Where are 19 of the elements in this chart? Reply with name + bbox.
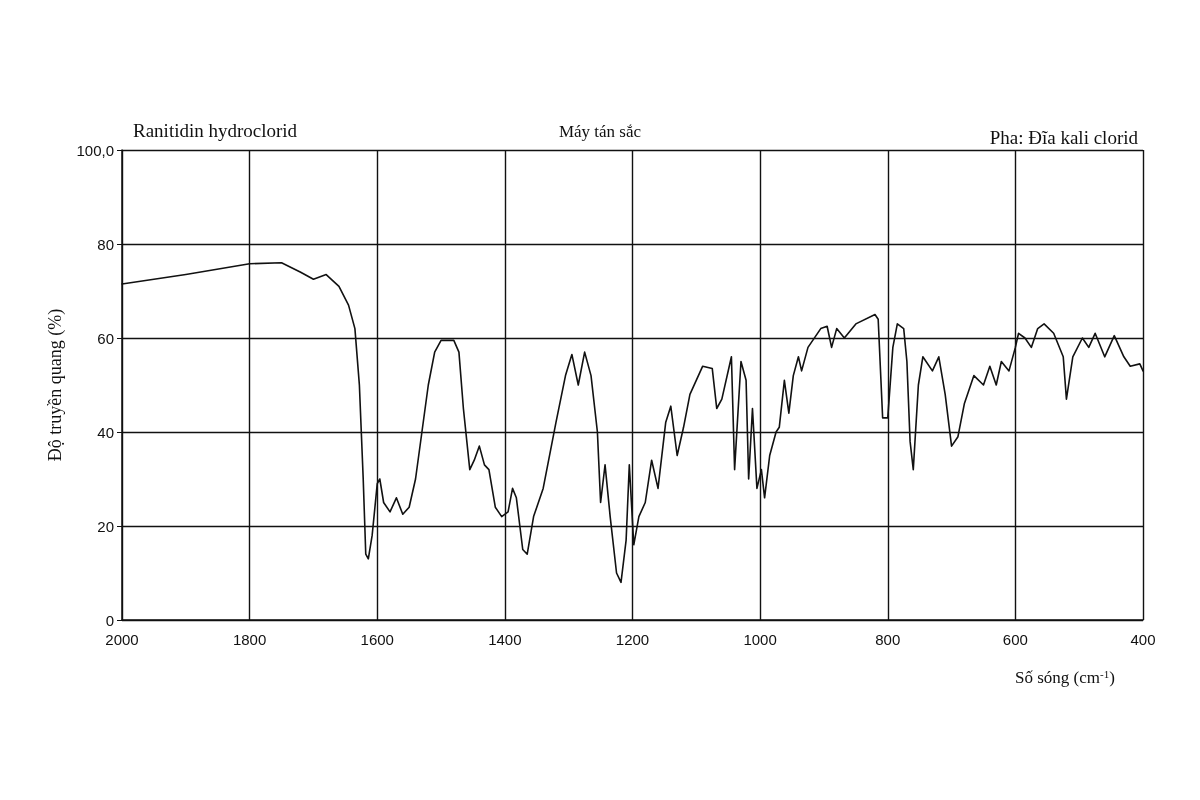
- x-tick-label: 1600: [360, 631, 394, 648]
- x-tick-label: 600: [1002, 631, 1028, 648]
- y-tick-label: 40: [97, 423, 114, 441]
- chart-title: Ranitidin hydroclorid: [133, 120, 298, 141]
- x-tick-label: 1800: [232, 631, 267, 648]
- y-tick-label: 80: [97, 235, 114, 253]
- chart-subtitle: Máy tán sắc: [558, 122, 642, 141]
- y-axis-title: Độ truyền quang (%): [45, 308, 66, 462]
- x-tick-label: 1000: [743, 631, 777, 648]
- x-tick-label: 1200: [615, 631, 650, 648]
- y-tick-label: 0: [105, 611, 114, 629]
- x-tick-label: 1400: [488, 631, 522, 648]
- y-tick-label: 100,0: [76, 141, 114, 159]
- y-tick-label: 20: [97, 517, 114, 535]
- text: Pha: Đĩa kali clorid: [989, 127, 1139, 148]
- x-tick-label: 400: [1130, 631, 1156, 648]
- y-tick-label: 60: [97, 329, 114, 347]
- x-tick-label: 2000: [105, 631, 139, 648]
- x-tick-label: 800: [875, 631, 901, 648]
